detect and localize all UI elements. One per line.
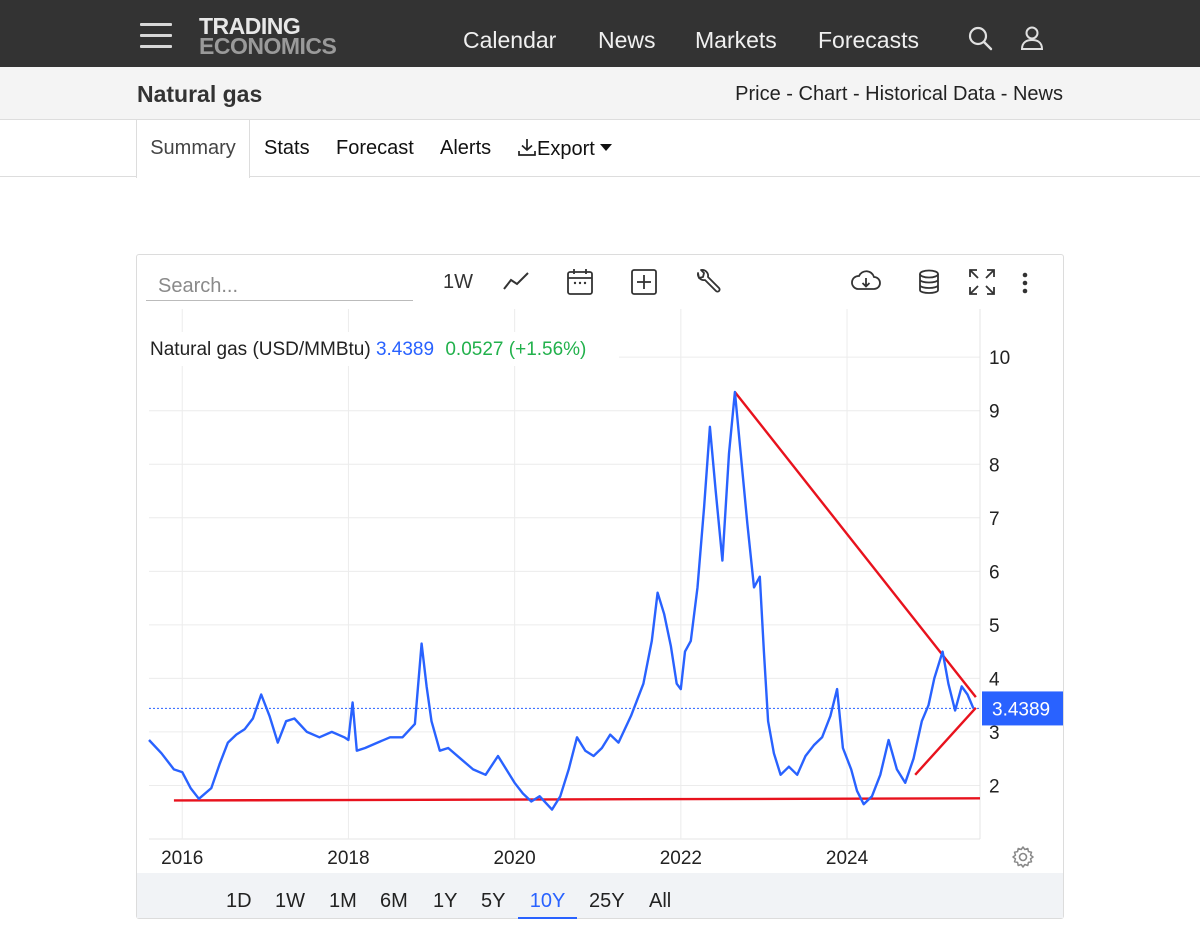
range-5y[interactable]: 5Y — [481, 890, 506, 912]
page-title: Natural gas — [137, 81, 263, 107]
trendlines — [173, 391, 981, 802]
chart-legend: Natural gas (USD/MMBtu) 3.4389 0.0527 (+… — [150, 339, 586, 360]
tab-stats[interactable]: Stats — [264, 137, 310, 159]
time-range-bar: 1D 1W 1M 6M 1Y 5Y 10Y 25Y All — [137, 873, 1063, 919]
x-tick-label: 2024 — [826, 848, 869, 869]
range-1d[interactable]: 1D — [226, 890, 252, 912]
y-axis-ticks: 2 3 4 5 6 7 8 9 10 — [989, 348, 1010, 797]
nav-forecasts-link[interactable]: Forecasts — [818, 27, 919, 53]
tab-alerts[interactable]: Alerts — [440, 137, 492, 159]
legend-change: 0.0527 — [445, 339, 503, 360]
tab-summary[interactable]: Summary — [136, 120, 250, 178]
x-tick-label: 2022 — [660, 848, 702, 869]
database-icon[interactable] — [915, 267, 943, 297]
page-tabs: Summary Stats Forecast Alerts Export — [0, 120, 1200, 178]
range-25y[interactable]: 25Y — [589, 890, 625, 912]
legend-price: 3.4389 — [376, 339, 434, 360]
x-axis-ticks: 2016 2018 2020 2022 2024 — [161, 848, 869, 869]
y-tick-label: 2 — [989, 776, 1000, 797]
top-navbar: TRADING ECONOMICS Calendar News Markets … — [0, 0, 1200, 67]
calendar-icon[interactable] — [565, 267, 595, 297]
range-6m[interactable]: 6M — [380, 890, 408, 912]
hamburger-menu-icon[interactable] — [140, 23, 172, 49]
last-price-tag-text: 3.4389 — [992, 699, 1050, 720]
breadcrumb-links[interactable]: Price - Chart - Historical Data - News — [735, 83, 1063, 105]
title-bar: Natural gas Price - Chart - Historical D… — [0, 67, 1200, 120]
x-tick-label: 2016 — [161, 848, 203, 869]
logo-line-2: ECONOMICS — [199, 33, 337, 59]
fullscreen-icon[interactable] — [967, 267, 997, 297]
last-price-tag: 3.4389 — [982, 691, 1063, 726]
y-tick-label: 5 — [989, 616, 1000, 637]
logo-line-1: TRADING — [199, 13, 301, 39]
chart-grid — [149, 309, 981, 840]
natural-gas-price-series[interactable] — [148, 390, 975, 811]
range-all[interactable]: All — [649, 890, 672, 912]
download-icon — [518, 139, 536, 156]
trendline[interactable] — [173, 797, 981, 802]
nav-news-link[interactable]: News — [598, 27, 656, 53]
settings-gear-icon[interactable] — [1012, 846, 1034, 868]
price-chart[interactable]: 2 3 4 5 6 7 8 9 10 2016 2018 2020 2022 2024 Natural … — [137, 309, 1063, 871]
y-tick-label: 8 — [989, 455, 1000, 476]
y-tick-label: 7 — [989, 509, 1000, 530]
tab-export[interactable]: Export — [517, 137, 613, 161]
y-tick-label: 6 — [989, 562, 1000, 583]
trading-economics-logo[interactable]: TRADING ECONOMICS — [199, 13, 337, 59]
legend-series-name: Natural gas (USD/MMBtu) — [150, 339, 371, 360]
y-tick-label: 3 — [989, 723, 1000, 744]
user-account-icon[interactable] — [1019, 25, 1045, 51]
wrench-icon[interactable] — [692, 267, 722, 297]
x-tick-label: 2018 — [327, 848, 369, 869]
x-tick-label: 2020 — [493, 848, 535, 869]
y-tick-label: 10 — [989, 348, 1010, 369]
line-chart-type-icon[interactable] — [502, 267, 530, 295]
caret-down-icon — [600, 144, 613, 151]
range-1w[interactable]: 1W — [275, 890, 305, 912]
chart-search-input[interactable] — [146, 272, 413, 301]
range-10y[interactable]: 10Y — [518, 890, 577, 919]
y-tick-label: 9 — [989, 402, 1000, 423]
legend-change-pct: (+1.56%) — [509, 339, 587, 360]
legend-backdrop — [149, 332, 619, 366]
trendline[interactable] — [733, 391, 977, 698]
interval-selector[interactable]: 1W — [443, 271, 473, 293]
range-1y[interactable]: 1Y — [433, 890, 458, 912]
trendline[interactable] — [914, 707, 977, 776]
range-1m[interactable]: 1M — [329, 890, 357, 912]
add-comparison-icon[interactable] — [629, 267, 659, 297]
export-label: Export — [537, 138, 595, 160]
more-options-icon[interactable] — [1017, 267, 1033, 297]
nav-calendar-link[interactable]: Calendar — [463, 27, 557, 53]
search-icon[interactable] — [967, 25, 993, 51]
nav-markets-link[interactable]: Markets — [695, 27, 777, 53]
y-tick-label: 4 — [989, 669, 1000, 690]
cloud-download-icon[interactable] — [850, 267, 882, 297]
tab-forecast[interactable]: Forecast — [336, 137, 414, 159]
